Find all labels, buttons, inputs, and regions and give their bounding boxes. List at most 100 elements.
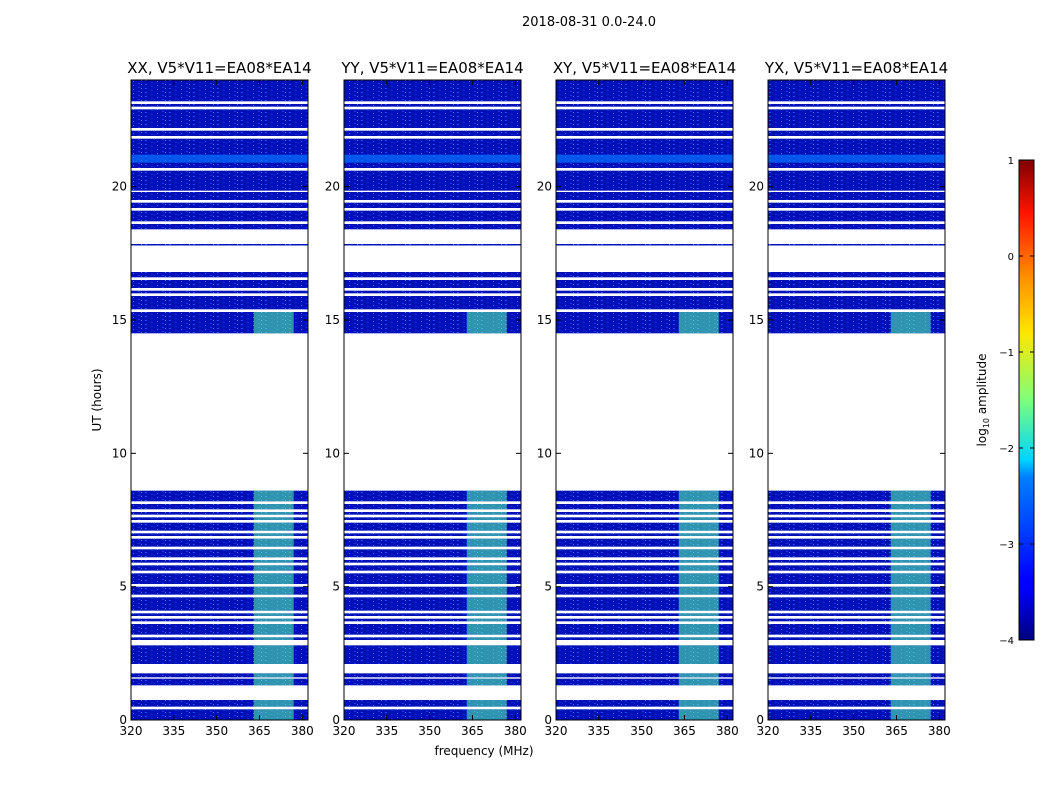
y-tick-label: 0 bbox=[332, 713, 340, 727]
rfi-band bbox=[890, 709, 931, 720]
burst-band bbox=[344, 154, 521, 163]
y-tick-label: 10 bbox=[112, 446, 127, 460]
y-tick-label: 20 bbox=[112, 180, 127, 194]
rfi-band bbox=[678, 522, 719, 531]
rfi-band bbox=[253, 624, 294, 635]
rfi-band bbox=[253, 533, 294, 536]
data-band bbox=[131, 224, 308, 230]
y-axis-label: UT (hours) bbox=[90, 368, 104, 431]
data-band bbox=[344, 280, 521, 288]
data-band bbox=[556, 517, 733, 520]
data-band bbox=[344, 104, 521, 107]
data-band bbox=[344, 678, 521, 686]
rfi-band bbox=[678, 565, 719, 571]
data-band bbox=[344, 512, 521, 515]
axes-frame bbox=[555, 79, 734, 721]
data-band bbox=[768, 290, 945, 294]
rfi-band bbox=[253, 504, 294, 510]
data-band bbox=[768, 224, 945, 230]
data-band bbox=[768, 170, 945, 191]
rfi-band bbox=[890, 565, 931, 571]
data-band bbox=[344, 224, 521, 230]
colorbar-gradient bbox=[1018, 159, 1035, 641]
y-tick-label: 10 bbox=[749, 446, 764, 460]
rfi-band bbox=[890, 560, 931, 563]
data-band bbox=[556, 673, 733, 678]
rfi-band bbox=[253, 312, 294, 334]
data-band bbox=[344, 244, 521, 246]
data-band bbox=[768, 80, 945, 102]
rfi-band bbox=[678, 512, 719, 515]
data-band bbox=[344, 504, 521, 510]
x-tick-label: 335 bbox=[162, 724, 185, 738]
rfi-band bbox=[890, 645, 931, 664]
data-band bbox=[556, 613, 733, 616]
data-band bbox=[768, 624, 945, 635]
rfi-band bbox=[253, 700, 294, 707]
data-band bbox=[768, 618, 945, 622]
rfi-band bbox=[466, 549, 507, 558]
rfi-band bbox=[466, 490, 507, 502]
data-band bbox=[131, 560, 308, 563]
y-tick-label: 5 bbox=[544, 580, 552, 594]
data-band bbox=[131, 109, 308, 128]
x-tick-label: 380 bbox=[504, 724, 527, 738]
data-band bbox=[131, 573, 308, 584]
data-band bbox=[131, 290, 308, 294]
data-band bbox=[768, 565, 945, 571]
x-tick-label: 350 bbox=[205, 724, 228, 738]
data-band bbox=[556, 280, 733, 288]
x-tick-label: 350 bbox=[842, 724, 865, 738]
data-band bbox=[768, 673, 945, 678]
data-band bbox=[768, 192, 945, 200]
rfi-band bbox=[253, 522, 294, 531]
data-band bbox=[768, 613, 945, 616]
data-band bbox=[344, 613, 521, 616]
x-tick-label: 335 bbox=[799, 724, 822, 738]
panel: YY, V5*V11=EA08*EA14 320 335 350 365 380 0 5 10 1… bbox=[325, 59, 527, 738]
data-band bbox=[344, 573, 521, 584]
data-band bbox=[556, 618, 733, 622]
data-band bbox=[131, 170, 308, 191]
rfi-band bbox=[678, 624, 719, 635]
y-tick-label: 5 bbox=[119, 580, 127, 594]
panel: XX, V5*V11=EA08*EA14 320 335 350 365 380 0 5 10 1… bbox=[112, 59, 314, 738]
rfi-band bbox=[890, 490, 931, 502]
rfi-band bbox=[466, 613, 507, 616]
colorbar-label: log10 amplitude bbox=[975, 354, 991, 447]
x-tick-label: 320 bbox=[757, 724, 780, 738]
data-band bbox=[556, 80, 733, 102]
figure-title: 2018-08-31 0.0-24.0 bbox=[522, 15, 656, 30]
data-band bbox=[131, 202, 308, 208]
data-band bbox=[768, 678, 945, 686]
data-band bbox=[344, 618, 521, 622]
x-tick-label: 365 bbox=[885, 724, 908, 738]
rfi-band bbox=[678, 673, 719, 678]
y-tick-label: 10 bbox=[537, 446, 552, 460]
y-tick-label: 20 bbox=[749, 180, 764, 194]
y-tick-label: 0 bbox=[119, 713, 127, 727]
data-band bbox=[556, 709, 733, 720]
panel-title: XY, V5*V11=EA08*EA14 bbox=[553, 59, 736, 77]
data-band bbox=[556, 192, 733, 200]
data-band bbox=[556, 522, 733, 531]
x-tick-label: 365 bbox=[248, 724, 271, 738]
panel: YX, V5*V11=EA08*EA14 320 335 350 365 380 0 5 10 1… bbox=[749, 59, 951, 738]
rfi-band bbox=[678, 573, 719, 584]
x-tick-label: 350 bbox=[630, 724, 653, 738]
data-band bbox=[131, 538, 308, 547]
data-band bbox=[768, 586, 945, 595]
data-band bbox=[344, 272, 521, 278]
rfi-band bbox=[890, 538, 931, 547]
data-band bbox=[556, 272, 733, 278]
rfi-band bbox=[253, 549, 294, 558]
rfi-band bbox=[890, 549, 931, 558]
panel-title: XX, V5*V11=EA08*EA14 bbox=[127, 59, 311, 77]
x-tick-label: 350 bbox=[418, 724, 441, 738]
rfi-band bbox=[678, 517, 719, 520]
data-band bbox=[556, 512, 733, 515]
data-band bbox=[768, 533, 945, 536]
data-band bbox=[768, 700, 945, 707]
panels: XX, V5*V11=EA08*EA14 320 335 350 365 380 0 5 10 1… bbox=[112, 59, 951, 738]
rfi-band bbox=[466, 597, 507, 611]
